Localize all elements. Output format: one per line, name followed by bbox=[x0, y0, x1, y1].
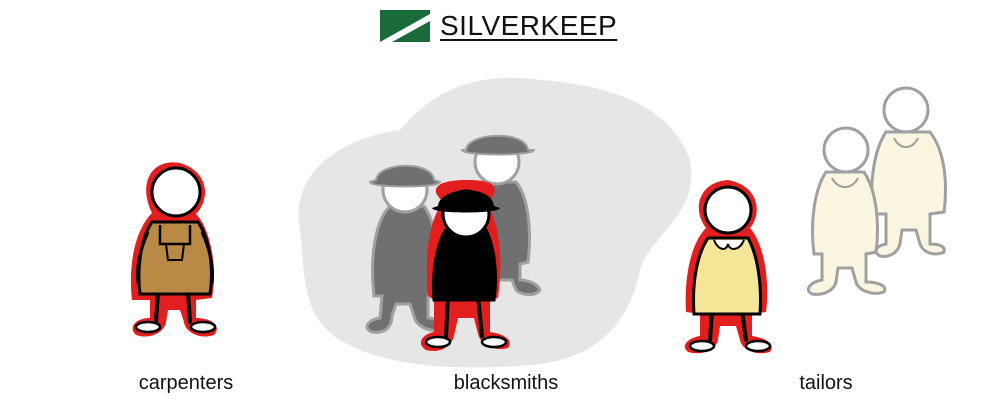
diagonal-flag-logo-icon bbox=[380, 10, 430, 42]
brand-header: SILVERKEEP bbox=[380, 8, 617, 44]
tailor-figure-icon bbox=[684, 180, 772, 354]
carpenter-figure-icon bbox=[130, 162, 217, 337]
group-label-tailors: tailors bbox=[799, 372, 853, 394]
tailor-figure-icon-faded-left bbox=[806, 126, 887, 296]
blacksmith-figure-icon-grey-left bbox=[365, 164, 444, 334]
group-label-carpenters: carpenters bbox=[138, 372, 234, 394]
blacksmith-figure-icon bbox=[420, 180, 510, 352]
group-label-blacksmiths: blacksmiths bbox=[453, 372, 559, 394]
brand-title: SILVERKEEP bbox=[440, 10, 618, 41]
tailor-figure-icon-faded-right bbox=[870, 86, 947, 258]
